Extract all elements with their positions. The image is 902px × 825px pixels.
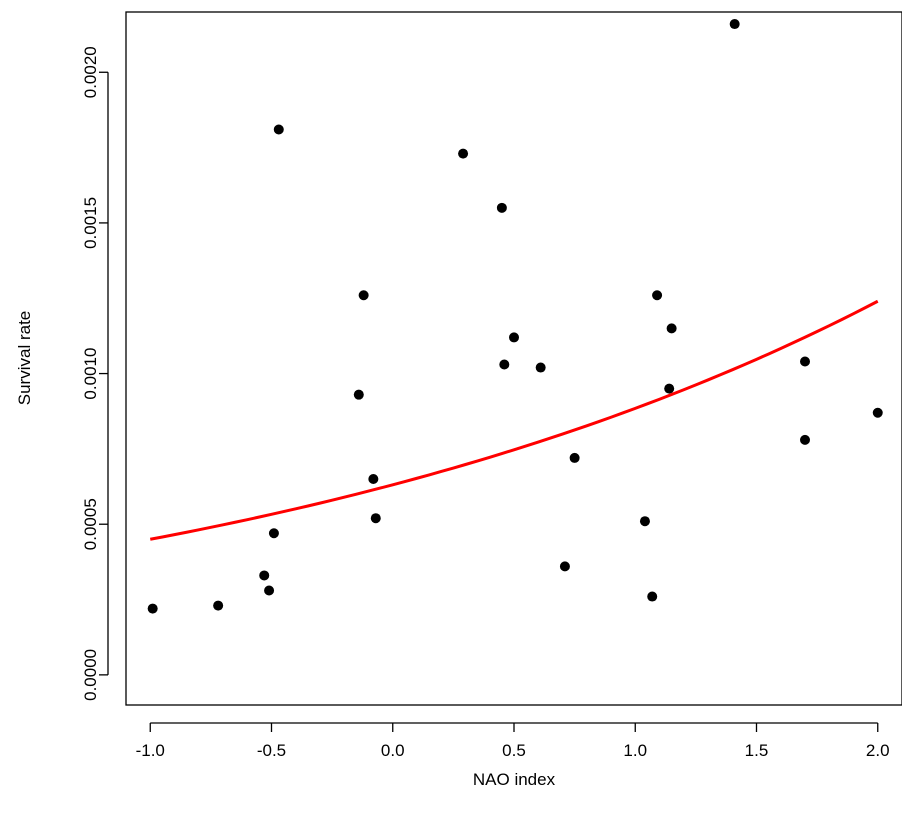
data-point bbox=[268, 528, 279, 539]
data-point bbox=[872, 407, 883, 418]
data-point bbox=[664, 383, 675, 394]
x-axis-title: NAO index bbox=[473, 770, 556, 789]
y-axis: 0.0000 0.0005 0.0010 0.0015 0.0020 bbox=[81, 46, 109, 701]
x-tick-label: 1.5 bbox=[745, 741, 769, 760]
x-tick-label: -0.5 bbox=[257, 741, 286, 760]
data-point bbox=[264, 585, 275, 596]
data-point bbox=[729, 19, 740, 30]
data-point bbox=[499, 359, 510, 370]
data-point bbox=[496, 202, 507, 213]
x-tick-label: 0.0 bbox=[381, 741, 405, 760]
data-point bbox=[368, 474, 379, 485]
x-tick-label: -1.0 bbox=[136, 741, 165, 760]
y-tick-label: 0.0005 bbox=[81, 498, 100, 550]
data-point bbox=[147, 603, 158, 614]
y-axis-title: Survival rate bbox=[15, 311, 34, 405]
x-tick-label: 2.0 bbox=[866, 741, 890, 760]
data-point bbox=[652, 290, 663, 301]
data-point bbox=[800, 356, 810, 367]
y-tick-label: 0.0010 bbox=[81, 348, 100, 400]
x-tick-label: 1.0 bbox=[623, 741, 647, 760]
data-point bbox=[569, 452, 580, 463]
y-tick-label: 0.0000 bbox=[81, 649, 100, 701]
data-points bbox=[147, 19, 883, 614]
data-point bbox=[559, 561, 570, 572]
data-point bbox=[800, 434, 810, 445]
fit-curve bbox=[149, 299, 879, 541]
x-tick-label: 0.5 bbox=[502, 741, 526, 760]
data-point bbox=[535, 362, 546, 373]
x-axis: -1.0 -0.5 0.0 0.5 1.0 1.5 2.0 bbox=[136, 722, 890, 760]
data-point bbox=[666, 323, 677, 334]
data-point bbox=[213, 600, 224, 611]
y-tick-label: 0.0015 bbox=[81, 197, 100, 249]
data-point bbox=[639, 516, 650, 527]
data-point bbox=[458, 148, 469, 159]
data-point bbox=[358, 290, 369, 301]
data-point bbox=[353, 389, 364, 400]
data-point bbox=[647, 591, 658, 602]
data-point bbox=[370, 513, 381, 524]
data-point bbox=[273, 124, 284, 135]
data-point bbox=[259, 570, 270, 581]
y-tick-label: 0.0020 bbox=[81, 46, 100, 98]
plot-frame bbox=[125, 11, 902, 706]
data-point bbox=[509, 332, 519, 343]
